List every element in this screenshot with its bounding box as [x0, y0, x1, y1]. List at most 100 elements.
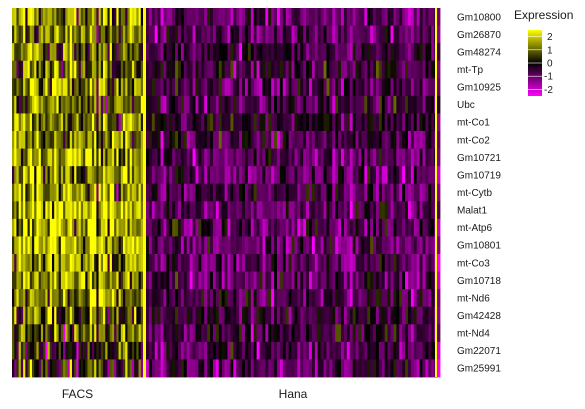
- heatmap-cell: [230, 131, 234, 149]
- heatmap-cell: [393, 183, 397, 202]
- heatmap-cell: [274, 8, 278, 26]
- heatmap-cell: [198, 131, 202, 149]
- heatmap-cell: [265, 113, 269, 132]
- heatmap-cell: [381, 113, 386, 132]
- heatmap-cell: [358, 95, 362, 114]
- heatmap-cell: [244, 359, 249, 378]
- heatmap-cell: [83, 148, 86, 167]
- heatmap-cell: [29, 8, 33, 26]
- heatmap-cell: [402, 341, 406, 360]
- heatmap-cell: [425, 25, 429, 44]
- heatmap-cell: [138, 183, 142, 202]
- heatmap-cell: [364, 166, 368, 185]
- heatmap-cell: [51, 236, 55, 255]
- heatmap-cell: [262, 324, 266, 343]
- heatmap-cell: [175, 8, 179, 26]
- heatmap-cell: [282, 78, 287, 97]
- heatmap-cell: [256, 148, 260, 167]
- heatmap-cell: [338, 289, 342, 308]
- heatmap-cell: [20, 289, 24, 308]
- heatmap-cell: [399, 271, 403, 290]
- heatmap-cell: [189, 183, 193, 202]
- heatmap-cell: [85, 113, 88, 132]
- heatmap-cell: [146, 359, 150, 378]
- heatmap-cell: [320, 236, 324, 255]
- heatmap-cell: [18, 148, 22, 167]
- heatmap-cell: [271, 218, 275, 237]
- heatmap-cell: [204, 8, 208, 26]
- heatmap-cell: [134, 218, 137, 237]
- heatmap-cell: [138, 148, 142, 167]
- gene-label: Ubc: [457, 100, 475, 111]
- heatmap-cell: [18, 43, 22, 62]
- heatmap-cell: [268, 306, 272, 325]
- heatmap-cell: [428, 95, 432, 114]
- heatmap-cell: [186, 25, 191, 44]
- heatmap-cell: [378, 60, 383, 79]
- heatmap-cell: [425, 341, 429, 360]
- heatmap-cell: [63, 341, 66, 360]
- heatmap-cell: [276, 95, 281, 114]
- heatmap-cell: [74, 60, 77, 79]
- heatmap-cell: [31, 271, 35, 290]
- heatmap-cell: [71, 60, 75, 79]
- heatmap-cell: [285, 289, 290, 308]
- heatmap-cell: [323, 289, 327, 308]
- heatmap-cell: [54, 95, 57, 114]
- heatmap-cell: [294, 271, 298, 290]
- heatmap-cell: [335, 60, 339, 79]
- heatmap-cell: [335, 359, 339, 378]
- heatmap-cell: [320, 113, 324, 132]
- heatmap-cell: [236, 324, 240, 343]
- heatmap-cell: [96, 43, 99, 62]
- heatmap-cell: [207, 201, 211, 220]
- heatmap-cell: [138, 271, 142, 290]
- heatmap-cell: [114, 78, 117, 97]
- heatmap-cell: [437, 131, 441, 149]
- heatmap-cell: [186, 289, 191, 308]
- heatmap-cell: [163, 8, 167, 26]
- heatmap-cell: [116, 25, 119, 44]
- heatmap-cell: [338, 254, 342, 272]
- heatmap-cell: [111, 306, 115, 325]
- heatmap-cell: [127, 78, 131, 97]
- heatmap-cell: [373, 113, 377, 132]
- heatmap-cell: [282, 254, 287, 272]
- heatmap-cell: [370, 8, 374, 26]
- heatmap-cell: [118, 78, 122, 97]
- heatmap-cell: [29, 113, 33, 132]
- heatmap-cell: [186, 43, 191, 62]
- heatmap-cell: [87, 306, 91, 325]
- heatmap-cell: [204, 183, 208, 202]
- heatmap-cell: [279, 8, 284, 26]
- heatmap-cell: [416, 166, 421, 185]
- heatmap-cell: [60, 254, 64, 272]
- heatmap-cell: [12, 25, 15, 44]
- heatmap-cell: [163, 113, 167, 132]
- heatmap-cell: [419, 218, 423, 237]
- heatmap-cell: [373, 359, 377, 378]
- heatmap-cell: [40, 43, 44, 62]
- heatmap-cell: [236, 148, 240, 167]
- heatmap-cell: [45, 218, 48, 237]
- heatmap-cell: [134, 341, 137, 360]
- heatmap-cell: [215, 131, 220, 149]
- heatmap-cell: [393, 60, 397, 79]
- heatmap-cell: [74, 306, 77, 325]
- heatmap-cell: [18, 341, 22, 360]
- heatmap-cell: [131, 78, 135, 97]
- heatmap-cell: [67, 289, 71, 308]
- heatmap-cell: [23, 113, 26, 132]
- heatmap-cell: [425, 78, 429, 97]
- heatmap-cell: [183, 254, 188, 272]
- heatmap-cell: [16, 78, 20, 97]
- heatmap-cell: [114, 60, 117, 79]
- heatmap-cell: [230, 78, 234, 97]
- heatmap-cell: [83, 254, 86, 272]
- heatmap-cell: [63, 271, 66, 290]
- heatmap-cell: [163, 324, 167, 343]
- heatmap-cell: [116, 43, 119, 62]
- heatmap-cell: [349, 324, 354, 343]
- heatmap-cell: [396, 183, 400, 202]
- heatmap-cell: [349, 183, 354, 202]
